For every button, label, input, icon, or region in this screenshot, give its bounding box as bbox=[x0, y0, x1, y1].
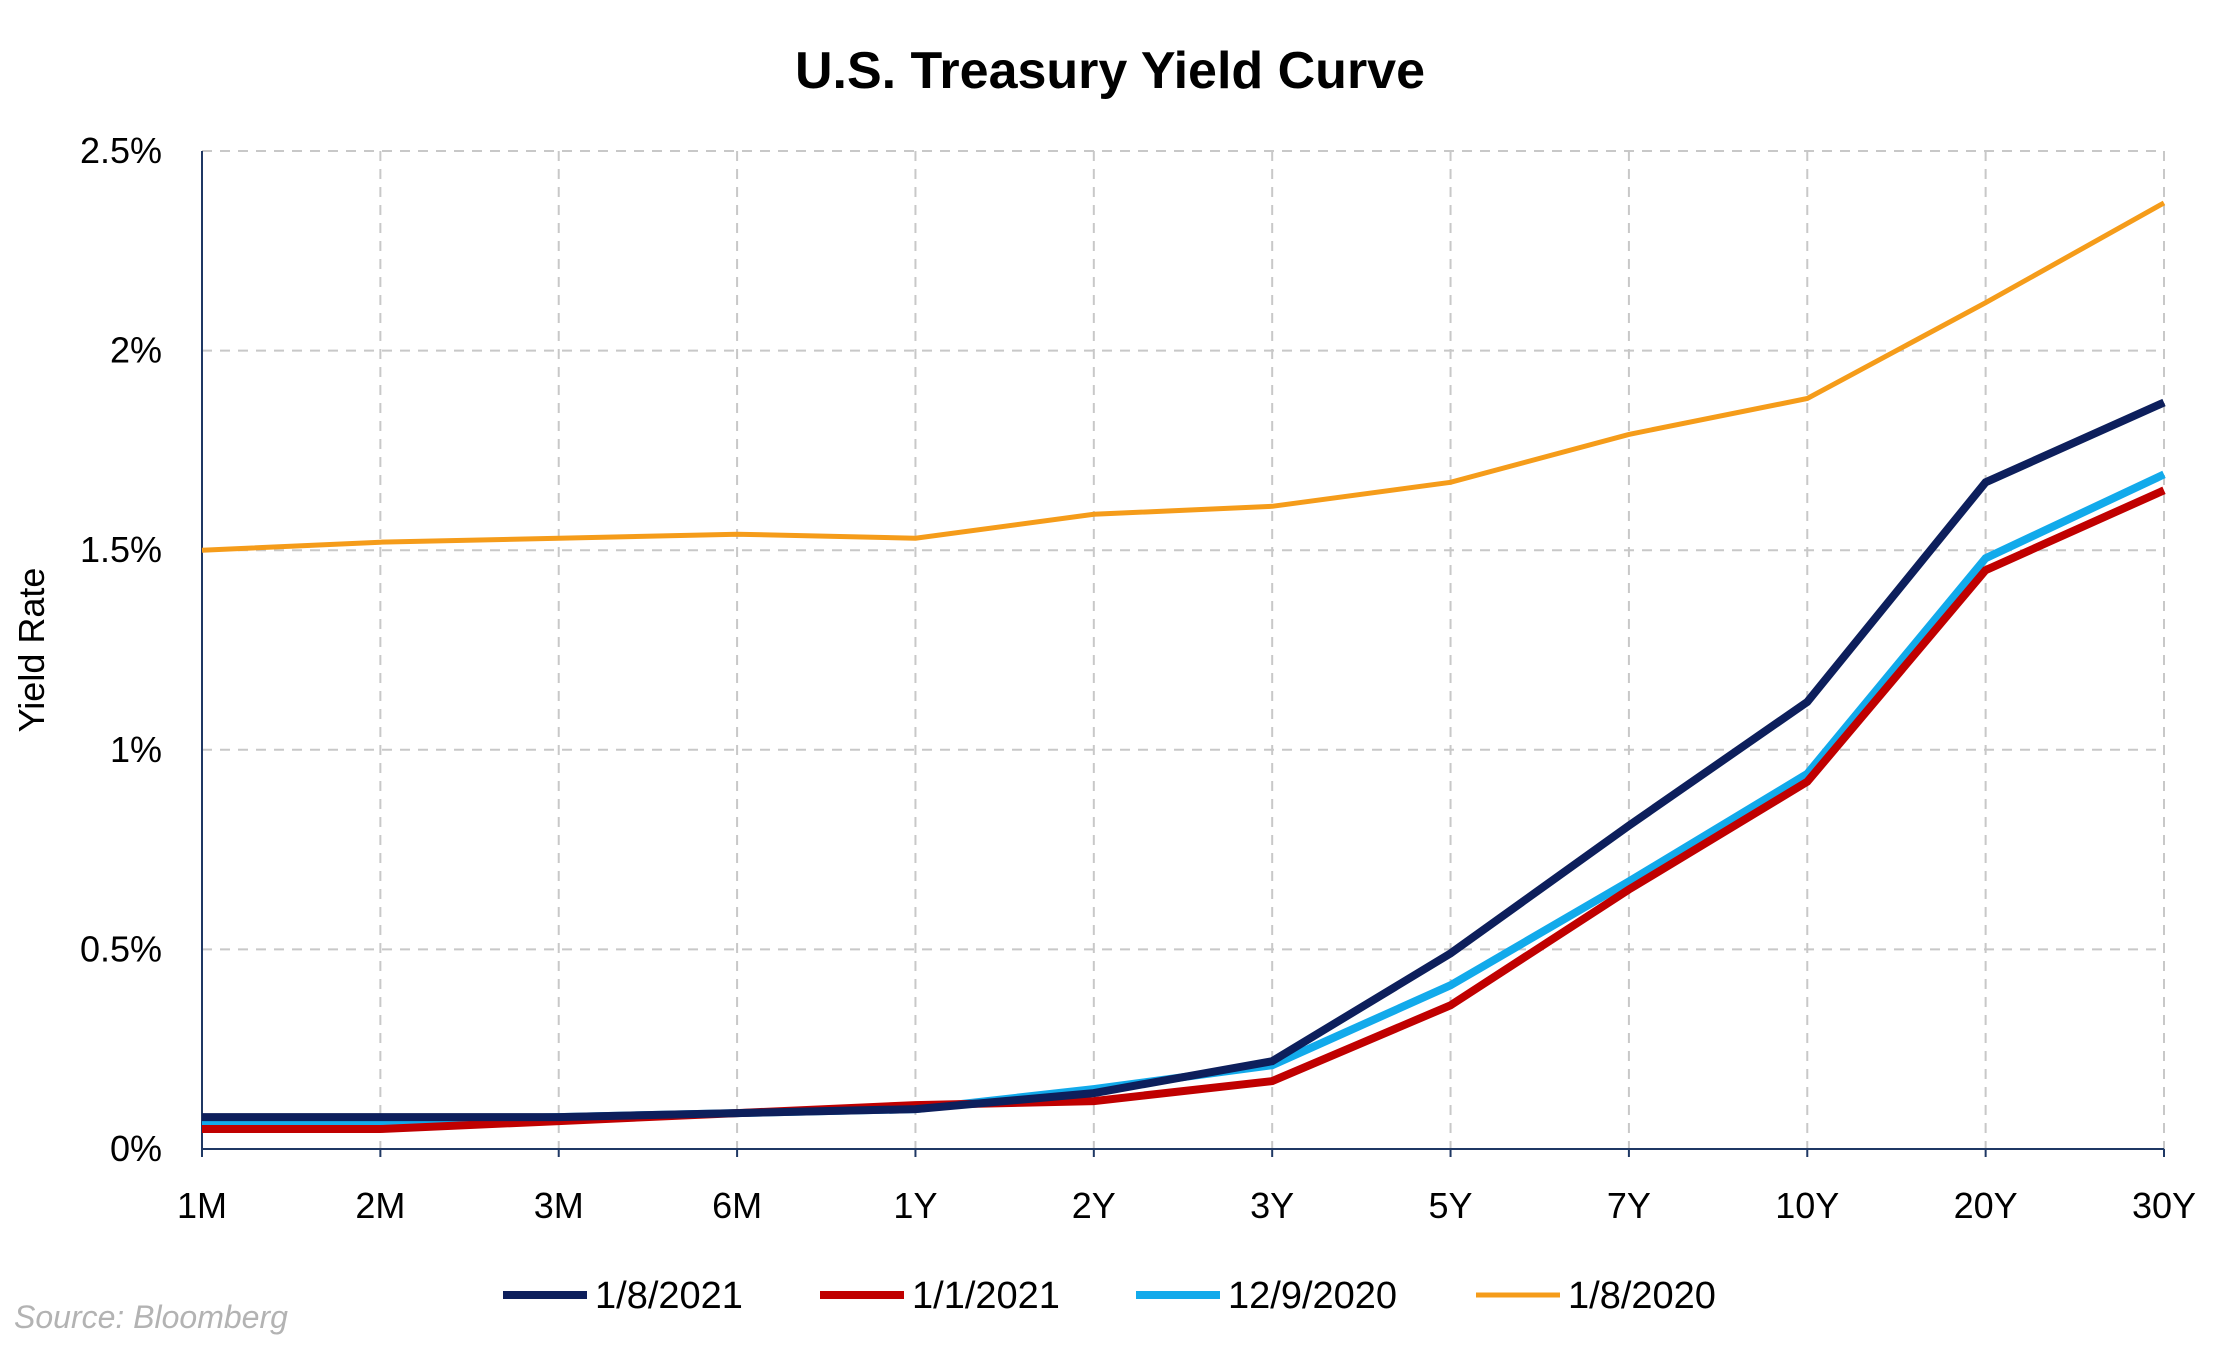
series-line-3 bbox=[201, 470, 2166, 1129]
x-tick-label: 2M bbox=[355, 1185, 405, 1226]
x-tick-label: 5Y bbox=[1429, 1185, 1473, 1226]
x-tick-label: 2Y bbox=[1072, 1185, 1116, 1226]
x-tick-label: 10Y bbox=[1775, 1185, 1839, 1226]
y-tick-label: 2.5% bbox=[80, 130, 162, 171]
x-tick-label: 3M bbox=[534, 1185, 584, 1226]
series-lines bbox=[201, 200, 2166, 1133]
axes bbox=[201, 151, 2165, 1157]
y-tick-label: 2% bbox=[110, 330, 162, 371]
chart-title: U.S. Treasury Yield Curve bbox=[795, 42, 1425, 100]
legend-item: 12/9/2020 bbox=[1136, 1275, 1397, 1317]
legend-label: 12/9/2020 bbox=[1228, 1275, 1397, 1317]
y-tick-label: 1% bbox=[110, 729, 162, 770]
x-tick-label: 3Y bbox=[1250, 1185, 1294, 1226]
y-tick-labels: 0% 0.5% 1% 1.5% 2% 2.5% bbox=[80, 130, 162, 1169]
x-tick-labels: 1M 2M 3M 6M 1Y 2Y 3Y 5Y 7Y 10Y 20Y 30Y bbox=[177, 1185, 2196, 1226]
legend-label: 1/8/2020 bbox=[1568, 1275, 1716, 1317]
legend-item: 1/8/2020 bbox=[1476, 1275, 1716, 1317]
x-tick-label: 30Y bbox=[2132, 1185, 2196, 1226]
series-line-2 bbox=[202, 486, 2166, 1133]
series-line-1 bbox=[202, 398, 2166, 1122]
y-tick-label: 1.5% bbox=[80, 529, 162, 570]
series-line-4 bbox=[201, 200, 2166, 553]
x-tick-label: 1Y bbox=[893, 1185, 937, 1226]
grid bbox=[202, 150, 2165, 1149]
legend: 1/8/2021 1/1/2021 12/9/2020 1/8/2020 bbox=[503, 1275, 1716, 1317]
y-tick-label: 0.5% bbox=[80, 928, 162, 969]
legend-item: 1/1/2021 bbox=[820, 1275, 1060, 1317]
x-tick-label: 1M bbox=[177, 1185, 227, 1226]
y-tick-label: 0% bbox=[110, 1128, 162, 1169]
x-tick-label: 20Y bbox=[1954, 1185, 2018, 1226]
y-axis-label: Yield Rate bbox=[11, 568, 52, 733]
source-note: Source: Bloomberg bbox=[14, 1299, 288, 1335]
x-tick-label: 6M bbox=[712, 1185, 762, 1226]
legend-label: 1/1/2021 bbox=[912, 1275, 1060, 1317]
legend-label: 1/8/2021 bbox=[595, 1275, 743, 1317]
legend-item: 1/8/2021 bbox=[503, 1275, 743, 1317]
x-tick-label: 7Y bbox=[1607, 1185, 1651, 1226]
